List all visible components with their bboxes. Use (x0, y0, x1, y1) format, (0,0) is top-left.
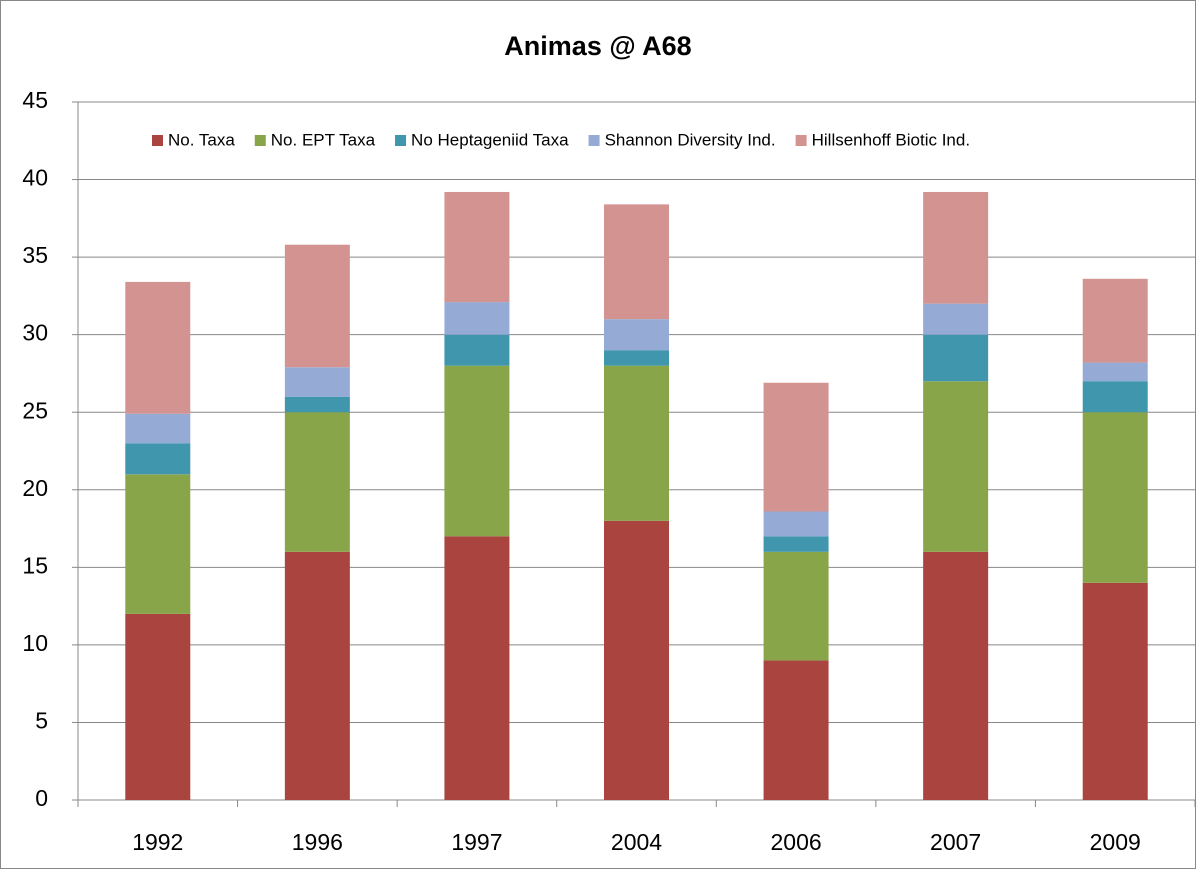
y-tick-label: 40 (22, 165, 48, 191)
bar-segment (284, 244, 350, 368)
x-tick-label: 2007 (930, 829, 981, 855)
bar-segment (284, 367, 350, 397)
bar-segment (444, 536, 510, 800)
bar-segment (604, 204, 669, 320)
legend-label: No Heptageniid Taxa (411, 130, 569, 149)
bar-segment (125, 474, 191, 614)
y-tick-label: 20 (22, 475, 48, 501)
legend-swatch (152, 135, 163, 146)
bar-segment (923, 334, 989, 382)
legend-label: Shannon Diversity Ind. (605, 130, 776, 149)
bar-segment (923, 191, 989, 304)
bar-segment (125, 613, 191, 800)
bar-segment (125, 413, 191, 444)
y-tick-label: 35 (22, 242, 48, 268)
bar-segment (444, 302, 510, 335)
y-tick-label: 45 (22, 87, 48, 113)
x-tick-label: 2004 (611, 829, 662, 855)
bar-segment (1082, 412, 1148, 583)
bar-segment (125, 281, 191, 414)
bar-segment (763, 382, 829, 512)
bar-segment (444, 334, 510, 366)
legend-label: Hillsenhoff Biotic Ind. (812, 130, 970, 149)
bar-segment (1082, 582, 1148, 800)
bar-segment (923, 303, 989, 335)
y-tick-label: 0 (35, 785, 48, 811)
y-tick-label: 25 (22, 397, 48, 423)
legend-swatch (588, 135, 600, 146)
bar-segment (923, 381, 989, 552)
y-tick-label: 5 (35, 708, 48, 734)
bar-segment (1082, 278, 1148, 363)
y-tick-label: 30 (22, 320, 48, 346)
bar-segment (125, 443, 191, 475)
bar-segment (763, 536, 829, 552)
legend-label: No. Taxa (168, 130, 235, 149)
y-tick-label: 15 (22, 552, 48, 578)
bar-segment (444, 191, 510, 303)
chart-title: Animas @ A68 (504, 31, 691, 61)
x-tick-label: 1996 (292, 829, 343, 855)
y-tick-label: 10 (22, 630, 48, 656)
legend-swatch (395, 135, 407, 146)
legend-swatch (254, 135, 266, 146)
legend-label: No. EPT Taxa (271, 130, 376, 149)
bar-segment (604, 350, 669, 366)
bar-segment (1082, 381, 1148, 413)
x-tick-label: 2006 (770, 829, 821, 855)
bar-segment (444, 365, 510, 537)
bar-segment (763, 551, 829, 661)
bar-segment (763, 660, 829, 800)
x-tick-label: 1992 (132, 829, 183, 855)
bar-segment (604, 365, 669, 521)
bar-segment (284, 551, 350, 800)
bar-segment (284, 412, 350, 552)
x-tick-label: 2009 (1090, 829, 1141, 855)
bar-segment (923, 551, 989, 800)
bar-segment (763, 511, 829, 537)
bar-segment (1082, 362, 1148, 382)
bar-segment (604, 319, 669, 351)
x-tick-label: 1997 (451, 829, 502, 855)
bar-segment (284, 396, 350, 413)
legend-swatch (795, 135, 807, 146)
bar-segment (604, 520, 669, 800)
